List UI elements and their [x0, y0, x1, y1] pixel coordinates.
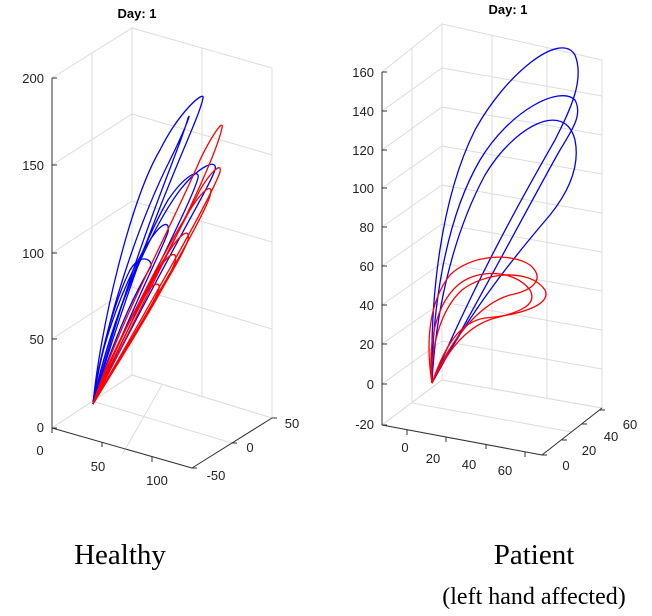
tick-label: 0 — [36, 443, 43, 458]
trajectory-line — [431, 47, 579, 384]
patient-tick-marks — [382, 71, 605, 457]
trajectory-line — [92, 283, 160, 405]
healthy-caption: Healthy — [74, 539, 166, 571]
tick-label: 160 — [352, 65, 374, 80]
healthy-plot-title: Day: 1 — [117, 6, 156, 21]
tick-label: 140 — [352, 104, 374, 119]
patient-plot: Day: 1 — [352, 2, 637, 610]
healthy-x-tick-labels: 0 50 100 — [36, 443, 167, 488]
trajectory-line — [92, 167, 221, 405]
patient-x-tick-labels: 0 20 40 60 — [401, 440, 512, 478]
patient-caption-subtitle: (left hand affected) — [442, 584, 625, 610]
tick-label: 60 — [498, 463, 512, 478]
tick-label: 150 — [22, 158, 44, 173]
tick-label: 40 — [604, 429, 618, 444]
healthy-z-tick-labels: 0 50 100 150 200 — [22, 71, 44, 435]
tick-label: 0 — [562, 458, 569, 473]
trajectory-line — [92, 115, 190, 405]
healthy-grid — [50, 27, 274, 469]
patient-y-tick-labels: 0 20 40 60 — [562, 417, 637, 473]
trajectory-line — [430, 272, 533, 384]
tick-label: 200 — [22, 71, 44, 86]
tick-label: 100 — [352, 181, 374, 196]
trajectory-line — [431, 95, 579, 384]
tick-label: 20 — [582, 443, 596, 458]
tick-label: 0 — [401, 440, 408, 455]
tick-label: -20 — [355, 417, 374, 432]
tick-label: 80 — [360, 220, 374, 235]
trajectory-line — [92, 223, 169, 405]
healthy-y-tick-labels: -50 0 50 — [207, 416, 300, 483]
patient-x-axis — [381, 424, 543, 456]
tick-label: 60 — [360, 259, 374, 274]
patient-y-axis — [541, 407, 603, 456]
patient-red-series — [428, 256, 547, 384]
tick-label: 0 — [37, 420, 44, 435]
trajectory-line — [92, 258, 152, 405]
tick-label: 60 — [623, 417, 637, 432]
tick-label: 50 — [30, 332, 44, 347]
tick-label: 20 — [426, 451, 440, 466]
tick-label: 50 — [91, 459, 105, 474]
patient-blue-series — [431, 47, 579, 384]
tick-label: -50 — [207, 468, 226, 483]
patient-z-tick-labels: -20 0 20 40 60 80 100 120 140 160 — [352, 65, 374, 432]
healthy-x-axis — [51, 427, 193, 469]
tick-label: 0 — [246, 440, 253, 455]
patient-grid — [380, 22, 604, 456]
patient-plot-title: Day: 1 — [488, 2, 527, 17]
tick-label: 100 — [22, 246, 44, 261]
trajectory-line — [431, 274, 547, 384]
patient-caption: Patient — [494, 539, 575, 571]
tick-label: 40 — [462, 457, 476, 472]
healthy-plot: Day: 1 — [22, 6, 299, 571]
trajectory-line — [428, 256, 538, 384]
tick-label: 50 — [285, 416, 299, 431]
healthy-red-series — [92, 124, 223, 405]
tick-label: 120 — [352, 143, 374, 158]
tick-label: 100 — [146, 473, 168, 488]
tick-label: 20 — [360, 337, 374, 352]
tick-label: 0 — [367, 377, 374, 392]
tick-label: 40 — [360, 298, 374, 313]
healthy-tick-marks — [51, 77, 277, 469]
trajectory-line — [92, 95, 204, 405]
trajectory-line — [431, 119, 577, 384]
